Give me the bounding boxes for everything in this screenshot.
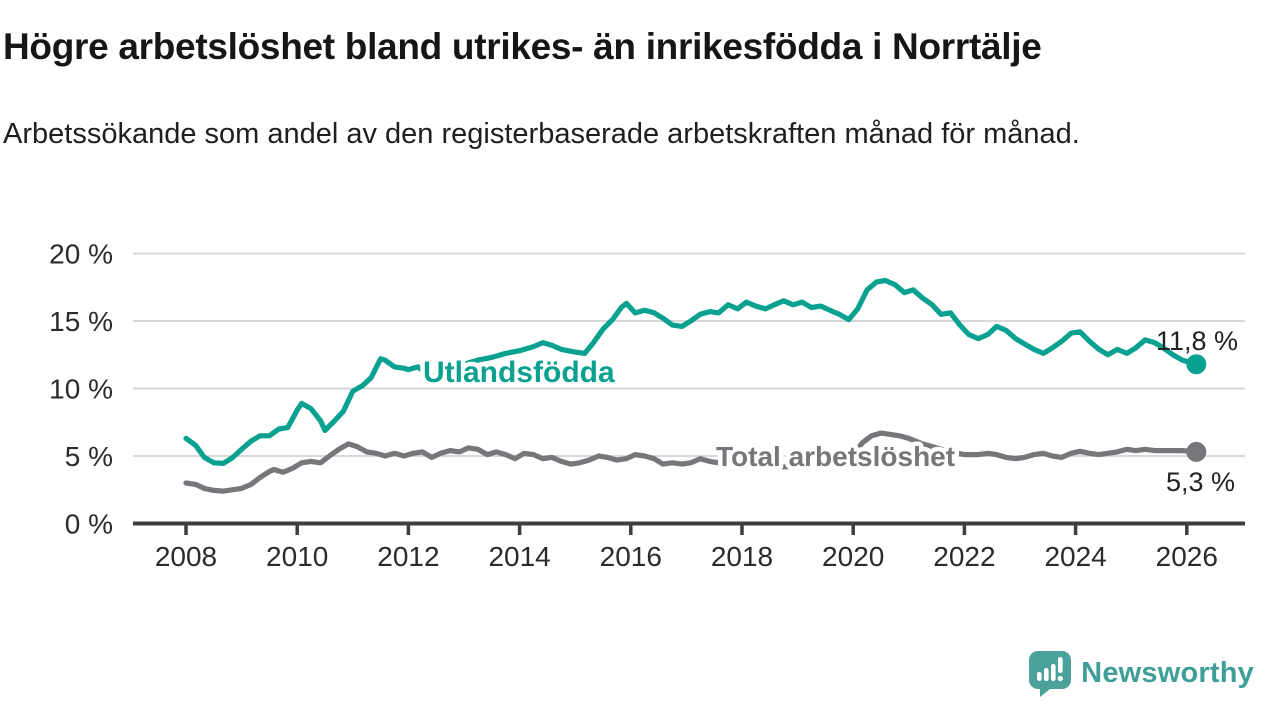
newsworthy-logo: Newsworthy: [1028, 650, 1254, 697]
value-label-total-arbetsl-shet: 5,3 %: [1166, 467, 1235, 497]
x-tick-label-2008: 2008: [155, 541, 217, 572]
y-tick-label-10: 10 %: [49, 374, 113, 405]
series-label-utlandsf-dda: Utlandsfödda: [423, 356, 615, 389]
chart-subtitle: Arbetssökande som andel av den registerb…: [3, 118, 1080, 150]
y-tick-label-20: 20 %: [49, 239, 113, 270]
exclamation-dot: [1057, 675, 1064, 682]
series-end-dot-utlandsf-dda: [1186, 354, 1207, 375]
x-tick-label-2014: 2014: [488, 541, 550, 572]
x-tick-label-2026: 2026: [1156, 541, 1218, 572]
y-tick-label-0: 0 %: [65, 509, 113, 540]
speech-bubble-bar-chart-icon: [1029, 651, 1072, 697]
x-tick-label-2020: 2020: [822, 541, 884, 572]
series-line-utlandsf-dda: [183, 277, 1199, 466]
y-tick-label-15: 15 %: [49, 306, 113, 337]
x-tick-label-2012: 2012: [377, 541, 439, 572]
series-line-total-arbetsl-shet: [183, 430, 1199, 494]
series-end-dot-total-arbetsl-shet: [1186, 441, 1207, 462]
x-tick-label-2022: 2022: [933, 541, 995, 572]
bar-small: [1037, 672, 1042, 681]
speech-bubble-shape: [1029, 651, 1072, 697]
y-tick-label-5: 5 %: [65, 441, 113, 472]
bar-large: [1051, 664, 1056, 681]
logo-text: Newsworthy: [1081, 657, 1254, 689]
exclamation-stem: [1058, 657, 1063, 673]
chart-title: Högre arbetslöshet bland utrikes- än inr…: [3, 26, 1042, 67]
series-label-total-arbetsl-shet: Total arbetslöshet: [716, 441, 955, 472]
bar-medium: [1044, 668, 1049, 681]
x-tick-label-2010: 2010: [266, 541, 328, 572]
value-label-utlandsf-dda: 11,8 %: [1156, 326, 1238, 356]
x-tick-label-2024: 2024: [1044, 541, 1106, 572]
x-tick-label-2018: 2018: [711, 541, 773, 572]
x-tick-label-2016: 2016: [600, 541, 662, 572]
